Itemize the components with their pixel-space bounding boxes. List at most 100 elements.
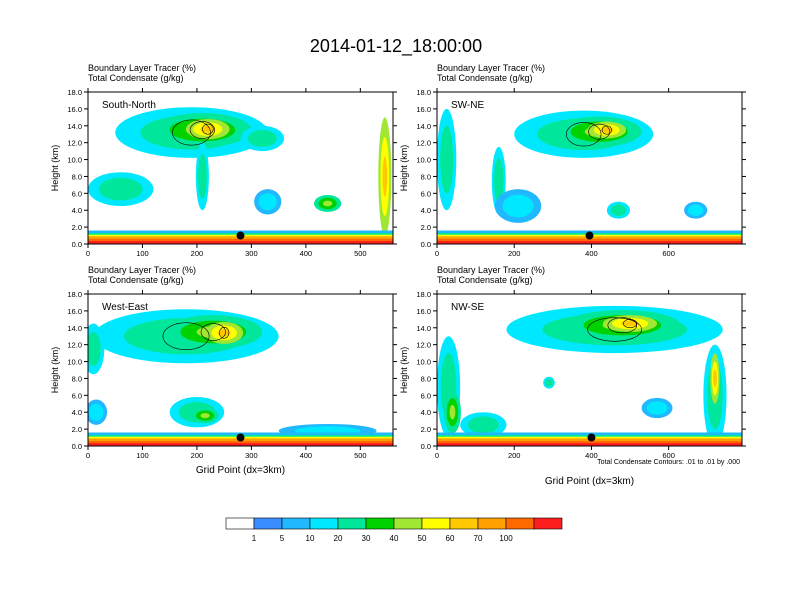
y-tick-label: 12.0 <box>67 139 82 148</box>
panel-3-subtitle-tracer: Boundary Layer Tracer (%) <box>88 265 196 275</box>
panel-4-subtitle-tracer: Boundary Layer Tracer (%) <box>437 265 545 275</box>
x-axis-label: Grid Point (dx=3km) <box>545 476 634 487</box>
condensate-contour <box>601 125 612 135</box>
y-tick-label: 8.0 <box>421 172 431 181</box>
cloud-blob <box>200 413 210 419</box>
y-tick-label: 4.0 <box>72 206 82 215</box>
y-tick-label: 2.0 <box>421 223 431 232</box>
panel-sw-ne: SW-NE 0.0 2.0 4.0 6.0 8.0 10.0 12.0 14.0 16.0 18.0… <box>399 88 746 258</box>
condensate-contour <box>607 317 638 334</box>
y-tick-label: 12.0 <box>416 139 431 148</box>
y-tick-label: 0.0 <box>421 240 431 249</box>
figure-title: 2014-01-12_18:00:00 <box>310 36 482 57</box>
cloud-blob <box>600 127 614 133</box>
y-tick-label: 14.0 <box>416 122 431 131</box>
condensate-contour <box>587 317 642 342</box>
colorbar-swatch <box>365 517 395 530</box>
panel-3-subtitle-condensate: Total Condensate (g/kg) <box>88 275 184 285</box>
cloud-blob <box>494 158 504 204</box>
colorbar-label: 30 <box>362 534 371 543</box>
panel-label: West-East <box>102 302 148 313</box>
x-tick-label: 100 <box>136 249 149 258</box>
x-tick-label: 400 <box>585 451 598 460</box>
y-tick-label: 2.0 <box>72 223 82 232</box>
condensate-contour <box>566 122 602 147</box>
location-marker <box>236 433 245 442</box>
cloud-blob <box>502 194 534 218</box>
x-tick-label: 200 <box>191 249 204 258</box>
y-tick-label: 18.0 <box>416 88 431 97</box>
plot-frame <box>87 91 394 245</box>
colorbar-swatch <box>309 517 339 530</box>
panel-south-north: South-North 0.0 2.0 4.0 6.0 8.0 10.0 12.0 14.0 16… <box>50 88 397 258</box>
plot-frame <box>436 293 743 447</box>
x-tick-label: 300 <box>245 451 258 460</box>
y-tick-label: 14.0 <box>67 324 82 333</box>
y-tick-label: 18.0 <box>67 88 82 97</box>
panel-1-subtitle-tracer: Boundary Layer Tracer (%) <box>88 63 196 73</box>
x-tick-label: 600 <box>662 249 675 258</box>
panel-2-subtitle-tracer: Boundary Layer Tracer (%) <box>437 63 545 73</box>
x-tick-label: 200 <box>191 451 204 460</box>
y-axis-label: Height (km) <box>399 347 409 394</box>
colorbar-label: 20 <box>334 534 343 543</box>
x-axis-label: Grid Point (dx=3km) <box>196 465 285 476</box>
y-axis-label: Height (km) <box>399 145 409 192</box>
colorbar-label: 1 <box>252 534 257 543</box>
y-tick-label: 14.0 <box>416 324 431 333</box>
colorbar-swatch <box>533 517 563 530</box>
y-tick-label: 12.0 <box>416 341 431 350</box>
x-tick-label: 400 <box>585 249 598 258</box>
y-tick-label: 16.0 <box>416 105 431 114</box>
x-tick-label: 200 <box>508 451 521 460</box>
location-marker <box>587 433 596 442</box>
boundary-layer-band <box>437 443 742 446</box>
boundary-layer-band <box>88 443 393 446</box>
condensate-contour <box>622 319 638 329</box>
y-axis-label: Height (km) <box>50 347 60 394</box>
cloud-blob <box>200 125 216 133</box>
panel-label: NW-SE <box>451 302 484 313</box>
x-tick-label: 400 <box>300 451 313 460</box>
x-tick-label: 400 <box>300 249 313 258</box>
y-tick-label: 6.0 <box>72 391 82 400</box>
cloud-blob <box>217 329 231 337</box>
condensate-contour <box>189 121 215 139</box>
cloud-blob <box>687 204 704 216</box>
plot-frame <box>87 293 394 447</box>
condensate-contour <box>588 123 611 140</box>
y-tick-label: 4.0 <box>72 408 82 417</box>
y-tick-label: 10.0 <box>416 358 431 367</box>
y-tick-label: 16.0 <box>67 105 82 114</box>
colorbar-label: 60 <box>446 534 455 543</box>
panel-label: SW-NE <box>451 100 484 111</box>
x-tick-label: 0 <box>86 451 90 460</box>
cloud-blob <box>382 156 388 197</box>
x-tick-label: 500 <box>354 451 367 460</box>
colorbar-swatch <box>253 517 283 530</box>
condensate-contour <box>202 123 214 135</box>
panel-4-subtitle-condensate: Total Condensate (g/kg) <box>437 275 533 285</box>
cloud-blob <box>620 320 640 327</box>
cloud-blob <box>646 401 668 415</box>
y-tick-label: 4.0 <box>421 408 431 417</box>
location-marker <box>236 231 245 240</box>
y-tick-label: 14.0 <box>67 122 82 131</box>
cloud-blob <box>247 129 277 147</box>
y-tick-label: 4.0 <box>421 206 431 215</box>
panel-nw-se: NW-SE 0.0 2.0 4.0 6.0 8.0 10.0 12.0 14.0 16.0 18.0… <box>399 290 746 487</box>
colorbar-label: 50 <box>418 534 427 543</box>
y-tick-label: 18.0 <box>416 290 431 299</box>
x-tick-label: 0 <box>86 249 90 258</box>
x-tick-label: 100 <box>136 451 149 460</box>
y-tick-label: 6.0 <box>421 391 431 400</box>
y-tick-label: 10.0 <box>416 156 431 165</box>
x-tick-label: 0 <box>435 451 439 460</box>
colorbar-swatch <box>225 517 255 530</box>
colorbar-swatch <box>505 517 535 530</box>
colorbar-label: 100 <box>499 534 513 543</box>
contour-note: Total Condensate Contours: .01 to .01 by… <box>597 459 740 466</box>
y-tick-label: 10.0 <box>67 156 82 165</box>
colorbar-swatch <box>337 517 367 530</box>
